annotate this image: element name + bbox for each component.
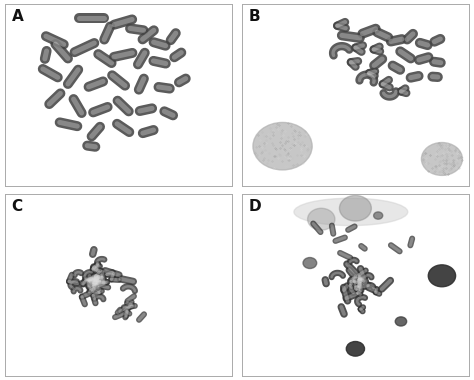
Circle shape xyxy=(374,212,383,219)
Circle shape xyxy=(303,258,317,269)
Text: A: A xyxy=(11,9,23,24)
Circle shape xyxy=(428,265,456,287)
Circle shape xyxy=(308,208,335,230)
Text: D: D xyxy=(248,199,261,214)
Circle shape xyxy=(421,142,463,176)
Circle shape xyxy=(253,122,312,170)
Ellipse shape xyxy=(294,198,408,226)
Text: B: B xyxy=(248,9,260,24)
Circle shape xyxy=(346,342,365,356)
Circle shape xyxy=(339,195,371,221)
Circle shape xyxy=(395,317,407,326)
Text: C: C xyxy=(11,199,23,214)
